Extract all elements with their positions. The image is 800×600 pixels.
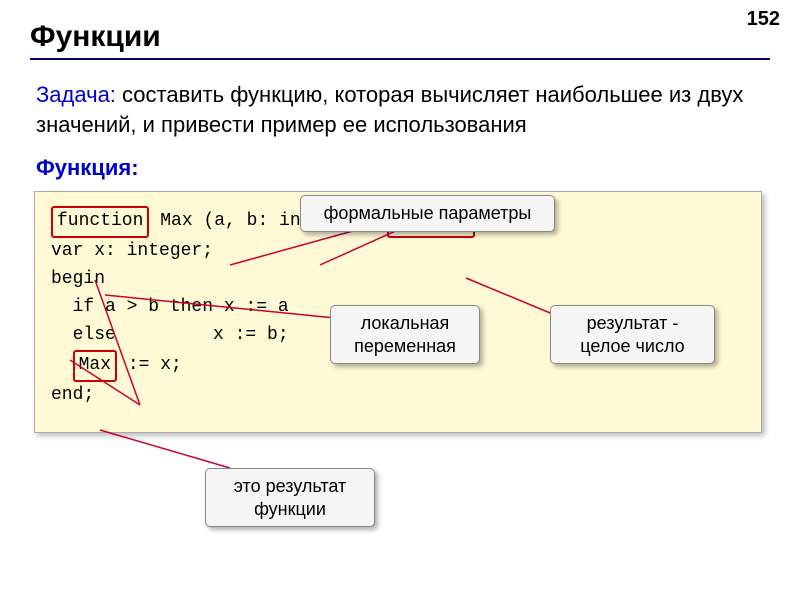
callout-func-result: это результат функции: [205, 468, 375, 527]
code-line-7: end;: [51, 382, 745, 410]
code-line-2: var x: integer;: [51, 238, 745, 266]
l6-indent: [51, 355, 73, 375]
function-label: Функция:: [36, 155, 139, 181]
callout-formal-params: формальные параметры: [300, 195, 555, 232]
keyword-function-box: function: [51, 206, 149, 238]
callout-result-type: результат - целое число: [550, 305, 715, 364]
page-number: 152: [747, 8, 780, 31]
title-underline: [30, 58, 770, 60]
func-name: Max: [160, 211, 192, 231]
task-block: Задача: составить функцию, которая вычис…: [36, 80, 770, 139]
task-text: составить функцию, которая вычисляет наи…: [36, 82, 743, 137]
slide: 152 Функции Задача: составить функцию, к…: [0, 0, 800, 600]
slide-title: Функции: [30, 20, 770, 54]
max-result-box: Max: [73, 350, 117, 382]
code-line-3: begin: [51, 266, 745, 294]
callout-local-var: локальная переменная: [330, 305, 480, 364]
task-label: Задача:: [36, 82, 116, 107]
l6-rest: := x;: [117, 355, 182, 375]
